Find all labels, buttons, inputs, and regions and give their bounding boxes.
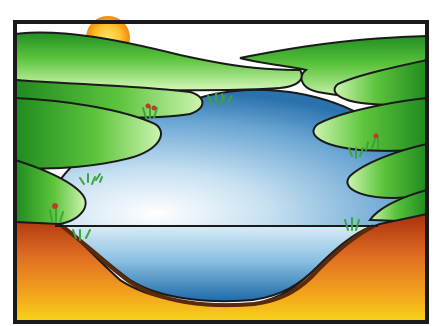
aquatic-plants: [49, 92, 379, 241]
illustration-frame: [13, 20, 429, 324]
plant-cluster-right-shore: [348, 133, 379, 159]
hill-right-4: [368, 188, 427, 224]
hill-left-2: [15, 96, 162, 170]
plant-cluster-top-center: [207, 92, 233, 105]
basin-rim: [60, 224, 375, 308]
hill-right-3: [346, 142, 427, 200]
plant-cluster-bottom-right: [344, 217, 360, 231]
plant-cluster-left-mid: [79, 173, 103, 185]
plant-cluster-bottom-left: [49, 203, 91, 241]
plant-cluster-left-shore: [142, 103, 158, 119]
hill-left-3: [15, 158, 87, 228]
